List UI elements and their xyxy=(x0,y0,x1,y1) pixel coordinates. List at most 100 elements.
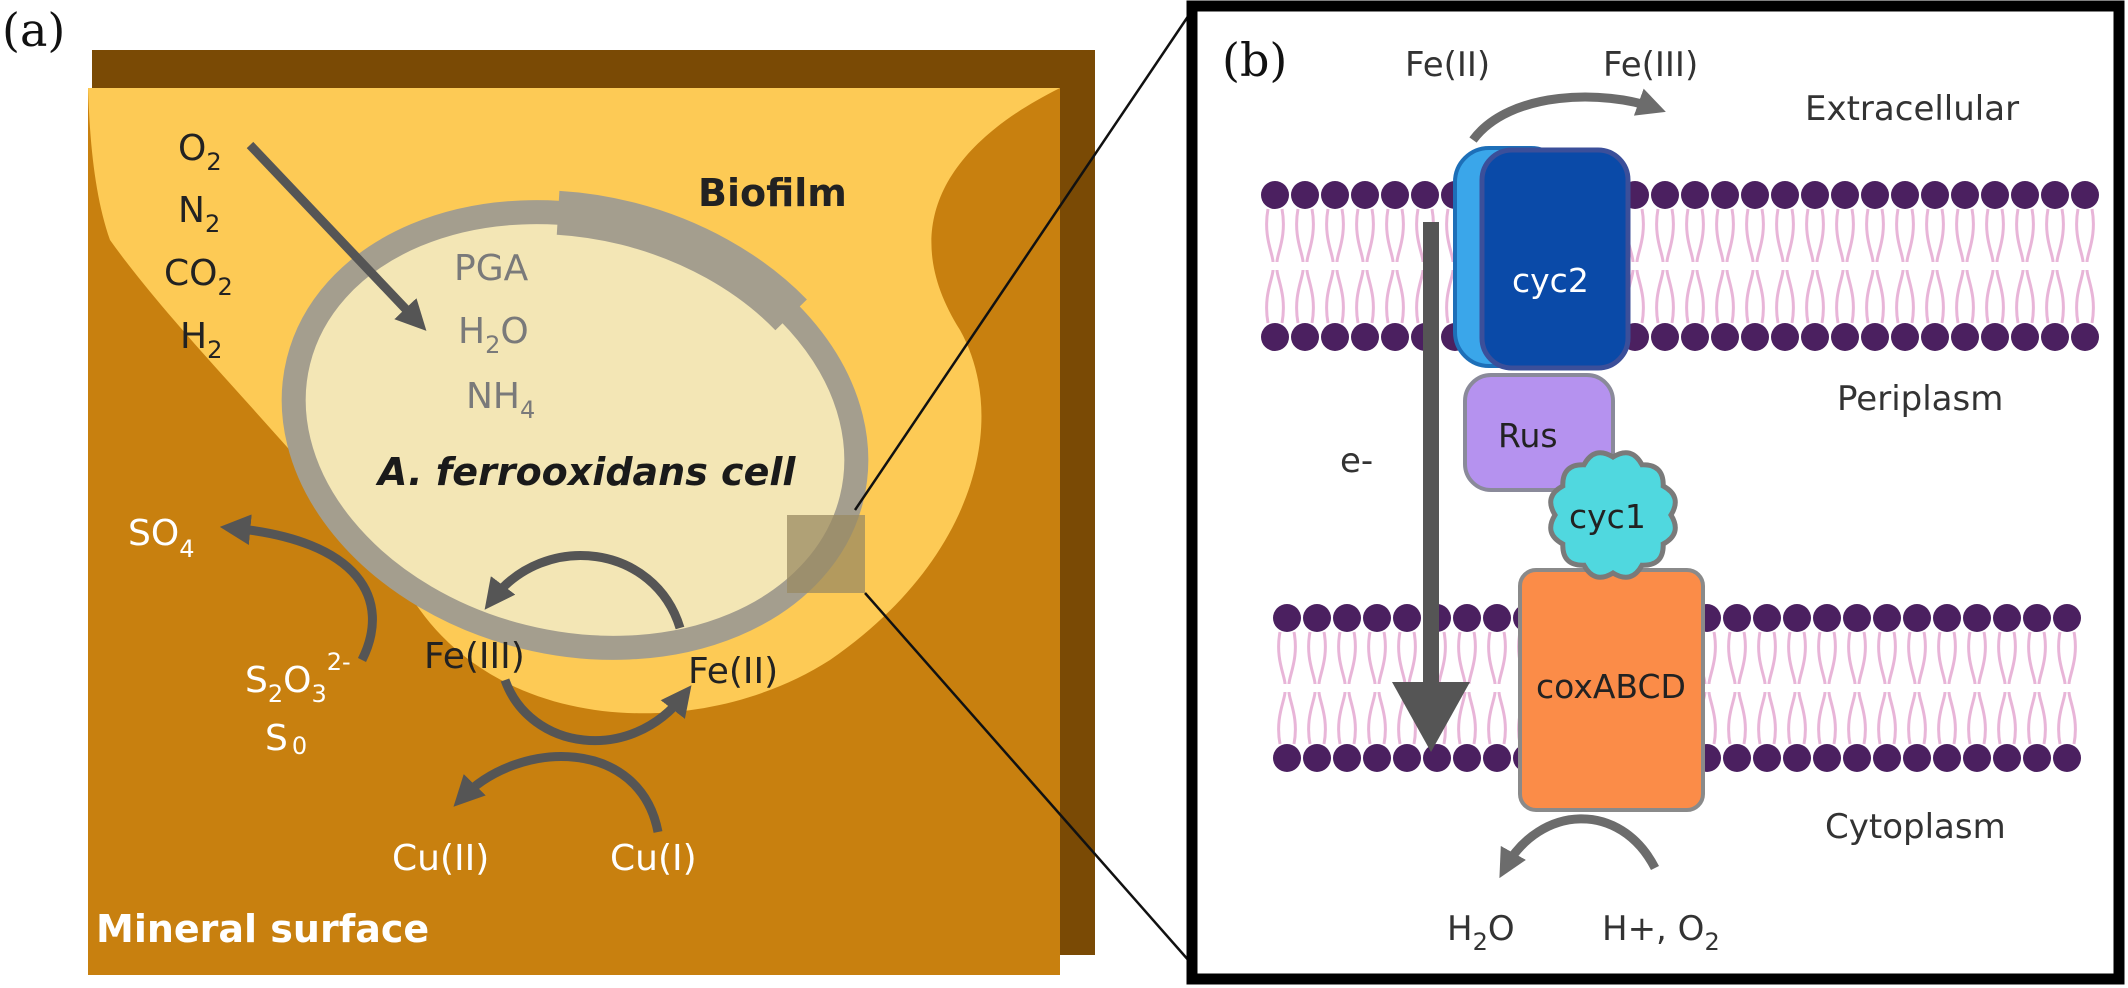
lipid-head xyxy=(1393,744,1421,772)
lipid-head xyxy=(1723,744,1751,772)
lipid-tail xyxy=(1787,631,1807,745)
lipid-tail xyxy=(1295,208,1315,324)
lipid-tail xyxy=(1967,631,1987,745)
lipid-head xyxy=(1891,181,1919,209)
lipid-head xyxy=(1981,181,2009,209)
rus-label: Rus xyxy=(1498,416,1558,455)
lipid-head xyxy=(1273,604,1301,632)
lipid-head xyxy=(2071,181,2099,209)
lipid-head xyxy=(1963,744,1991,772)
lipid-head xyxy=(1291,323,1319,351)
cu2-label: Cu(II) xyxy=(392,838,489,879)
lipid-head xyxy=(1981,323,2009,351)
lipid-tail xyxy=(1775,208,1795,324)
lipid-head xyxy=(1903,744,1931,772)
iron-reduction-arrow xyxy=(500,678,692,745)
lipid-tail xyxy=(1817,631,1837,745)
lipid-head xyxy=(1651,323,1679,351)
panel-a: (a) Biofilm Mineral surface A. ferrooxid… xyxy=(2,3,1095,975)
lipid-tail xyxy=(1745,208,1765,324)
lipid-tail xyxy=(1895,208,1915,324)
lipid-head xyxy=(1363,604,1391,632)
panel-b-label: (b) xyxy=(1222,33,1287,87)
lipid-head xyxy=(1723,604,1751,632)
lipid-head xyxy=(1891,323,1919,351)
lipid-head xyxy=(1951,181,1979,209)
gas-h2: H2 xyxy=(180,316,222,364)
lipid-tail xyxy=(2045,208,2065,324)
iron-oxidation-arrow xyxy=(484,551,685,630)
lipid-tail xyxy=(1865,208,1885,324)
lipid-tail xyxy=(1907,631,1927,745)
lipid-head xyxy=(1801,181,1829,209)
cox-protein: coxABCD xyxy=(1518,568,1705,812)
fe3-label-b: Fe(III) xyxy=(1603,45,1698,85)
lipid-tail xyxy=(1805,208,1825,324)
lipid-head xyxy=(1303,744,1331,772)
panel-b: (b) cyc2 Rus coxABCD cyc1 e- Fe(II) xyxy=(1186,0,2125,985)
lipid-head xyxy=(1873,744,1901,772)
lipid-tail xyxy=(1955,208,1975,324)
gas-uptake-arrow xyxy=(246,141,427,331)
lipid-head xyxy=(1753,744,1781,772)
cyc1-protein: cyc1 xyxy=(1548,450,1678,580)
lipid-head xyxy=(1453,744,1481,772)
lipid-tail xyxy=(1355,208,1375,324)
lipid-tail xyxy=(2075,208,2095,324)
h2o-label-b: H2O xyxy=(1447,909,1515,956)
lipid-head xyxy=(1291,181,1319,209)
lipid-head xyxy=(1921,323,1949,351)
electron-arrow xyxy=(1392,222,1470,752)
gas-o2: O2 xyxy=(178,128,222,176)
panel-a-label: (a) xyxy=(2,3,65,57)
sulfur-oxidation-arrow xyxy=(219,514,377,663)
lipid-head xyxy=(1333,744,1361,772)
lipid-head xyxy=(1381,323,1409,351)
lipid-tail xyxy=(2057,631,2077,745)
lipid-head xyxy=(1963,604,1991,632)
lipid-head xyxy=(1321,323,1349,351)
water-formation-arrow xyxy=(1499,814,1659,879)
lipid-head xyxy=(1381,181,1409,209)
lipid-head xyxy=(1813,744,1841,772)
lipid-head xyxy=(1351,323,1379,351)
lipid-head xyxy=(1861,323,1889,351)
lipid-tail xyxy=(1985,208,2005,324)
lipid-head xyxy=(2041,181,2069,209)
extracellular-label: Extracellular xyxy=(1805,89,2019,129)
lipid-head xyxy=(1363,744,1391,772)
pga-label: PGA xyxy=(454,248,529,289)
cytoplasm-label: Cytoplasm xyxy=(1825,807,2006,847)
lipid-head xyxy=(1843,604,1871,632)
lipid-tail xyxy=(2027,631,2047,745)
cu1-label: Cu(I) xyxy=(610,838,697,879)
lipid-head xyxy=(1933,604,1961,632)
lipid-tail xyxy=(1877,631,1897,745)
lipid-head xyxy=(1423,744,1451,772)
lipid-head xyxy=(1753,604,1781,632)
cell-label: A. ferrooxidans cell xyxy=(375,450,796,494)
lipid-head xyxy=(2041,323,2069,351)
lipid-tail xyxy=(1847,631,1867,745)
lipid-head xyxy=(1303,604,1331,632)
lipid-head xyxy=(1273,744,1301,772)
lipid-head xyxy=(1261,323,1289,351)
cyc2-protein: cyc2 xyxy=(1453,146,1631,371)
cox-label: coxABCD xyxy=(1536,667,1686,706)
lipid-tail xyxy=(1337,631,1357,745)
lipid-tail xyxy=(1487,631,1507,745)
lipid-head xyxy=(2053,604,2081,632)
h2o-label: H2O xyxy=(458,311,529,359)
lipid-tail xyxy=(1397,631,1417,745)
lipid-head xyxy=(1333,604,1361,632)
lipid-head xyxy=(2023,604,2051,632)
lipid-head xyxy=(1831,181,1859,209)
lipid-head xyxy=(1651,181,1679,209)
lipid-head xyxy=(1843,744,1871,772)
lipid-head xyxy=(1741,181,1769,209)
cell-contents: PGA H2O NH4 xyxy=(454,248,535,424)
gas-n2: N2 xyxy=(178,190,220,238)
cyc1-label: cyc1 xyxy=(1569,497,1646,536)
mineral-surface-label: Mineral surface xyxy=(96,907,429,951)
